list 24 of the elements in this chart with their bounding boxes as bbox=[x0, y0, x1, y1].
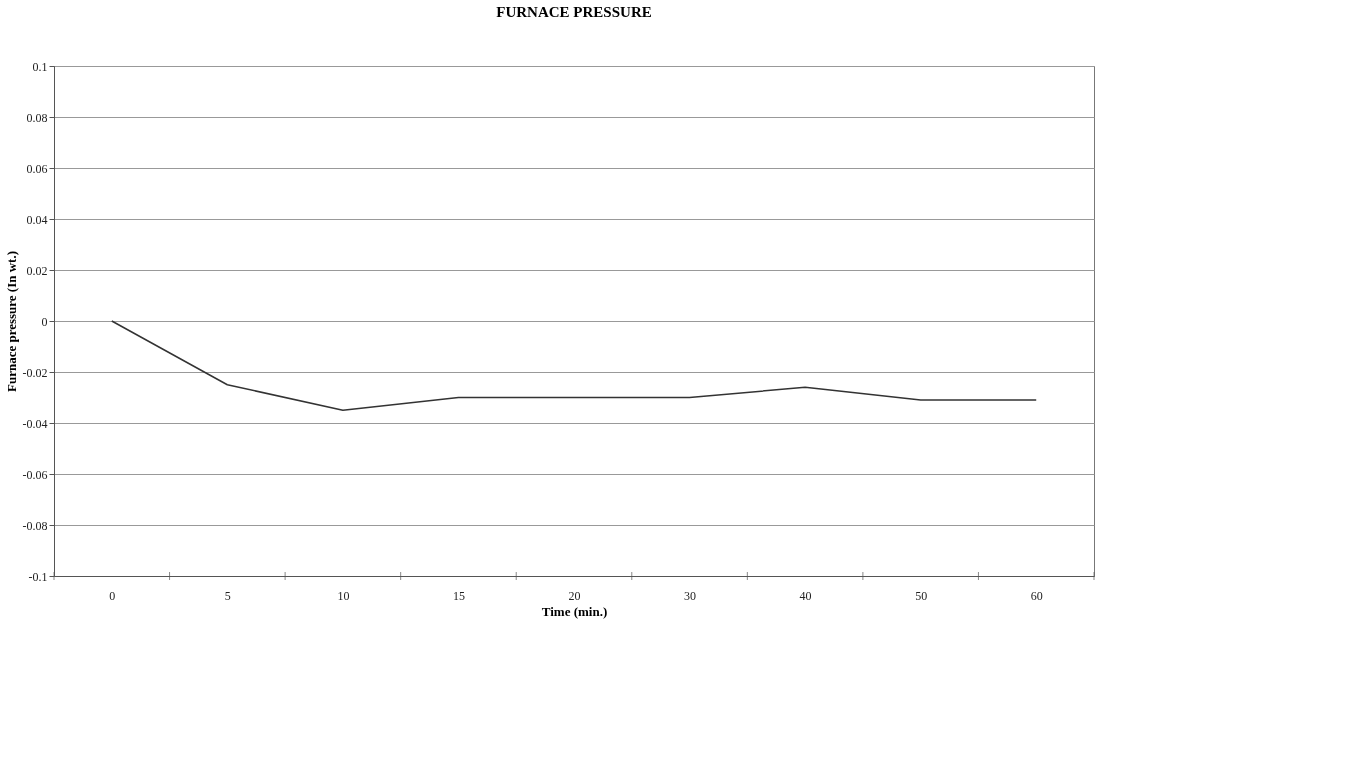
x-tick-label: 10 bbox=[337, 588, 350, 603]
y-tick-label: -0.04 bbox=[22, 416, 48, 431]
y-tick-label: 0 bbox=[41, 314, 48, 329]
x-tick-label: 0 bbox=[109, 588, 116, 603]
y-tick-label: 0.1 bbox=[32, 59, 48, 74]
y-tick-label: -0.06 bbox=[22, 467, 48, 482]
x-tick-label: 50 bbox=[915, 588, 928, 603]
x-axis-title: Time (min.) bbox=[541, 603, 608, 619]
y-tick-label: -0.02 bbox=[22, 365, 48, 380]
x-tick-label: 60 bbox=[1030, 588, 1043, 603]
y-tick-label: 0.08 bbox=[26, 110, 48, 125]
y-axis-title: Furnace pressure (In wt.) bbox=[3, 250, 19, 393]
line-series bbox=[111, 320, 1037, 411]
y-tick-label: -0.08 bbox=[22, 518, 48, 533]
chart-title: FURNACE PRESSURE bbox=[496, 4, 652, 20]
y-tick-label: -0.1 bbox=[28, 569, 48, 584]
x-tick-label: 20 bbox=[568, 588, 581, 603]
x-tick-label: 40 bbox=[799, 588, 812, 603]
x-tick-label: 15 bbox=[452, 588, 465, 603]
x-tick-label: 5 bbox=[224, 588, 231, 603]
y-tick-label: 0.06 bbox=[26, 161, 48, 176]
x-tick-label: 30 bbox=[684, 588, 697, 603]
y-tick-label: 0.02 bbox=[26, 263, 48, 278]
y-tick-label: 0.04 bbox=[26, 212, 48, 227]
